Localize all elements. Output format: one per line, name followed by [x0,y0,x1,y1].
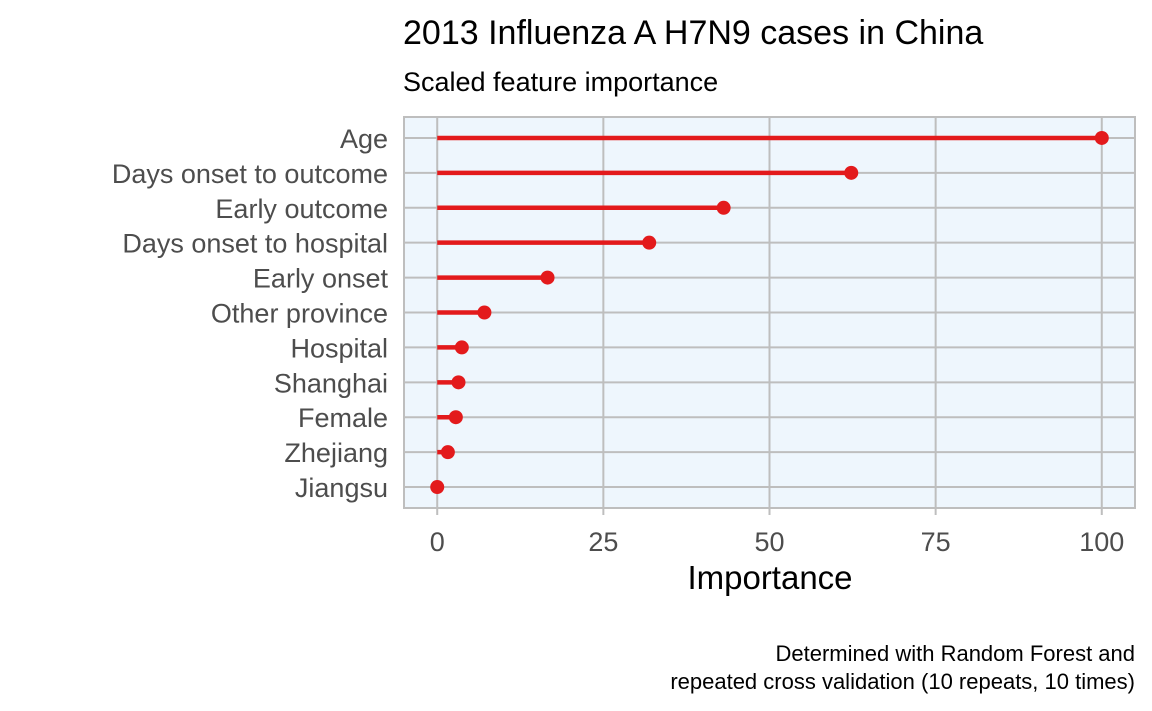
y-tick-label-9: Zhejiang [284,438,388,468]
y-tick-label-7: Shanghai [274,368,388,398]
lollipop-point-4 [540,270,555,285]
y-tick-label-8: Female [298,403,388,433]
lollipop-point-9 [440,445,455,460]
lollipop-point-10 [430,480,445,495]
lollipop-marks [430,130,1109,495]
y-axis-labels: Age Days onset to outcome Early outcome Day… [112,124,389,503]
x-tick-label-0: 0 [430,527,445,557]
lollipop-point-8 [448,410,463,425]
lollipop-point-1 [844,165,859,180]
x-axis-title: Importance [687,559,852,596]
lollipop-point-2 [716,200,731,215]
x-tick-label-1: 25 [588,527,618,557]
x-tick-label-2: 50 [754,527,784,557]
lollipop-point-6 [454,340,469,355]
x-tick-label-4: 100 [1079,527,1124,557]
lollipop-point-7 [451,375,466,390]
caption-line-1: Determined with Random Forest and [776,641,1136,666]
y-tick-label-4: Early onset [253,264,389,294]
y-tick-label-1: Days onset to outcome [112,159,388,189]
y-tick-label-2: Early outcome [215,194,388,224]
y-tick-label-0: Age [340,124,388,154]
lollipop-point-0 [1094,130,1109,145]
y-tick-label-3: Days onset to hospital [122,229,388,259]
y-tick-label-10: Jiangsu [295,473,388,503]
y-tick-label-5: Other province [211,299,388,329]
chart-title: 2013 Influenza A H7N9 cases in China [403,14,983,52]
chart-subtitle: Scaled feature importance [403,67,718,97]
caption-line-2: repeated cross validation (10 repeats, 1… [670,669,1135,694]
y-tick-label-6: Hospital [290,333,388,363]
lollipop-point-5 [477,305,492,320]
x-tick-label-3: 75 [921,527,951,557]
lollipop-point-3 [642,235,657,250]
x-axis-tick-labels: 0 25 50 75 100 [430,508,1124,557]
